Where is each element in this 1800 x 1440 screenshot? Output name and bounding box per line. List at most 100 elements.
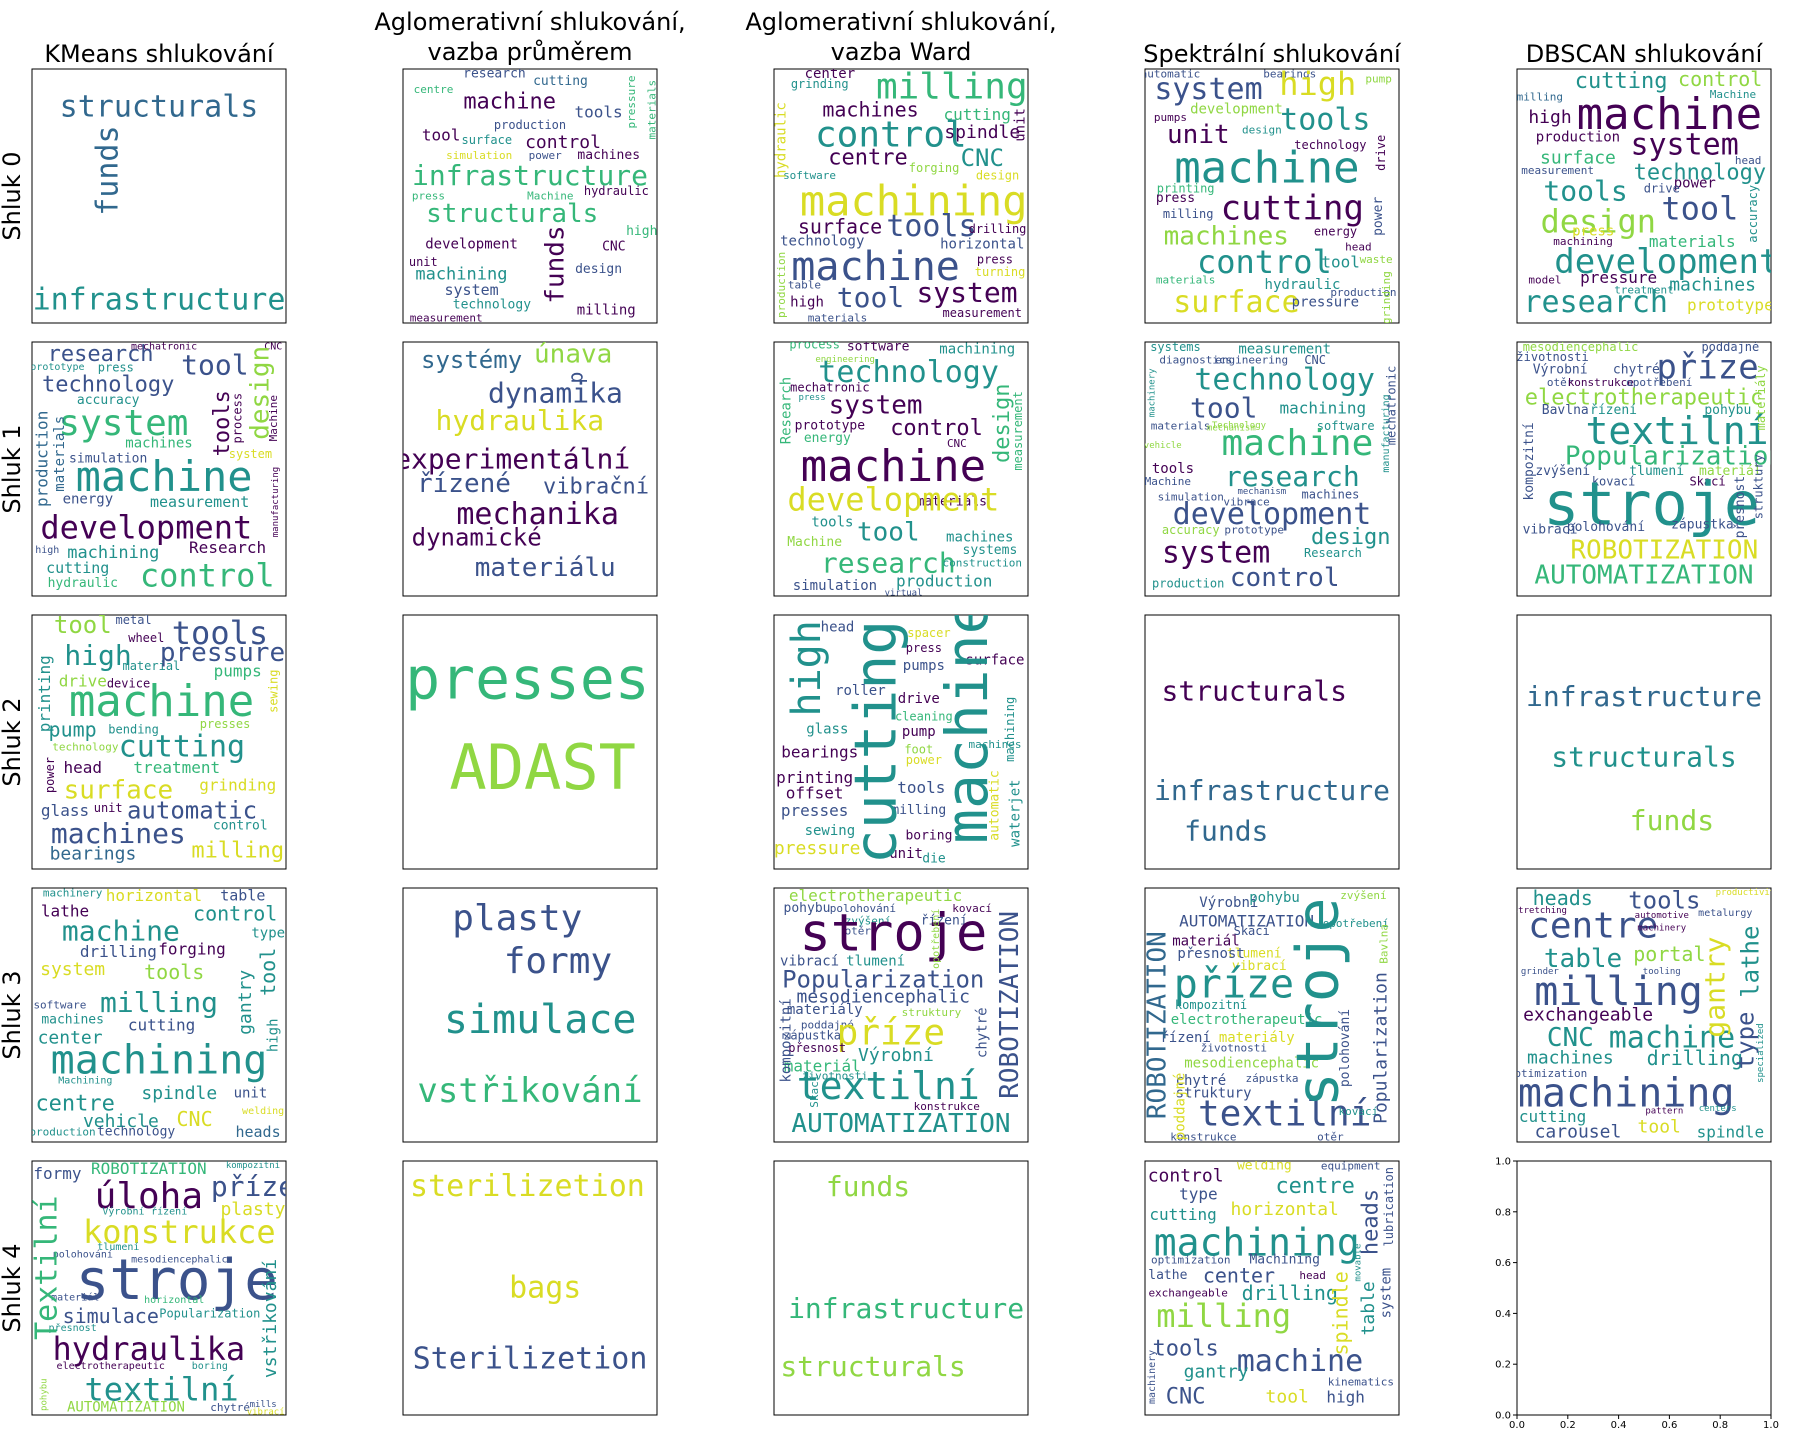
- word: zvýšení: [1340, 889, 1386, 902]
- word: otěr: [1547, 376, 1574, 389]
- word: design: [1311, 525, 1390, 550]
- word: exchangeable: [1523, 1005, 1653, 1026]
- word: bearings: [1263, 68, 1316, 81]
- word: wheel: [128, 631, 164, 645]
- word: technology: [42, 373, 174, 398]
- word: machining: [415, 265, 507, 285]
- word: tool: [422, 126, 461, 145]
- wordcloud-panel: heads tools productivity stretching automoti…: [1513, 887, 1772, 1143]
- word: power: [43, 757, 57, 793]
- word: zvýšení: [845, 915, 891, 928]
- word: tools: [1280, 102, 1370, 137]
- word: energy: [63, 491, 114, 507]
- word: horizontal: [1231, 1199, 1339, 1220]
- word: press: [906, 641, 942, 655]
- word: automatic: [127, 797, 257, 825]
- x-tick-label: 0.2: [1560, 1420, 1576, 1431]
- word: ROBOTIZATION: [1570, 535, 1758, 565]
- word: lathe: [1737, 926, 1765, 998]
- word: infrastructure: [412, 159, 648, 192]
- word: center: [805, 66, 856, 82]
- word: polohování: [830, 902, 896, 915]
- word: system: [1630, 128, 1738, 163]
- word: table: [220, 887, 265, 905]
- word: head: [1345, 240, 1372, 253]
- column-title: vazba Ward: [831, 38, 972, 66]
- word: structurals: [1162, 675, 1347, 708]
- word: high: [64, 639, 131, 672]
- word: research: [1225, 460, 1360, 493]
- word: zápustka: [783, 1028, 841, 1042]
- word: tool: [256, 948, 280, 996]
- word: prototype: [1687, 296, 1774, 315]
- word: bearings: [781, 743, 858, 762]
- word: vehicle: [1144, 441, 1182, 451]
- word: high: [1279, 65, 1356, 103]
- panel-frame: [402, 887, 658, 1143]
- word: power: [529, 149, 562, 162]
- word: high: [784, 620, 830, 716]
- word: Popularization: [1565, 441, 1784, 471]
- word: system: [40, 959, 105, 980]
- word: infrastructure: [1154, 774, 1390, 807]
- word: stretching: [1513, 906, 1567, 916]
- word: tooling: [1643, 967, 1681, 977]
- word: unit: [1012, 108, 1028, 142]
- panel-frame: [1516, 614, 1772, 870]
- word: příze: [1656, 347, 1758, 387]
- word: system: [229, 447, 272, 461]
- word: ROBOTIZATION: [1143, 931, 1173, 1119]
- word: CNC: [1304, 353, 1326, 367]
- word: design: [246, 346, 276, 440]
- word: machine: [801, 441, 986, 492]
- word: otěr: [845, 925, 872, 938]
- word: portal: [1633, 942, 1705, 966]
- word: structurals: [780, 1350, 965, 1383]
- word: CNC: [176, 1107, 212, 1131]
- word: structurals: [1551, 741, 1736, 774]
- word: pressure: [774, 838, 861, 859]
- y-tick-label: 0.4: [1495, 1309, 1511, 1320]
- word: pumps: [1154, 111, 1187, 124]
- word: high: [265, 1018, 281, 1052]
- word: tool: [181, 348, 248, 381]
- word: milling: [876, 66, 1028, 107]
- word: vstřikování: [260, 1259, 281, 1378]
- word: technology: [97, 1124, 175, 1139]
- word: pohybu: [1249, 890, 1300, 906]
- word: textilní: [1198, 1094, 1371, 1135]
- word: prototype: [795, 418, 866, 433]
- word: Machine: [527, 190, 573, 203]
- word: grinding: [1380, 271, 1393, 324]
- word: mesodiencephalic: [1523, 340, 1639, 354]
- word: úloha: [95, 1176, 203, 1217]
- word: glass: [806, 721, 848, 737]
- word: machining: [1553, 235, 1613, 248]
- word: machines: [946, 530, 1013, 546]
- word: machines: [968, 738, 1021, 751]
- word: lubrication: [1382, 1167, 1396, 1246]
- row-label: Shluk 3: [0, 970, 26, 1059]
- word: konstrukce: [914, 1100, 980, 1113]
- word: accuracy: [1746, 185, 1760, 243]
- word: surface: [965, 653, 1024, 669]
- word: experimentální: [394, 442, 630, 475]
- word: production: [33, 411, 52, 507]
- word: surface: [462, 133, 513, 147]
- word: machinery: [1148, 368, 1158, 417]
- word: gantry: [235, 970, 256, 1035]
- word: drilling: [969, 222, 1027, 236]
- word: type: [1732, 1012, 1760, 1070]
- word: Popularization: [782, 965, 984, 993]
- column-title: Spektrální shlukování: [1143, 40, 1402, 68]
- word: drive: [1644, 181, 1680, 195]
- word: horizontal: [106, 886, 202, 905]
- word: surface: [1540, 147, 1616, 168]
- word: material: [122, 659, 180, 673]
- word: machines: [125, 436, 192, 452]
- word: high: [626, 224, 657, 239]
